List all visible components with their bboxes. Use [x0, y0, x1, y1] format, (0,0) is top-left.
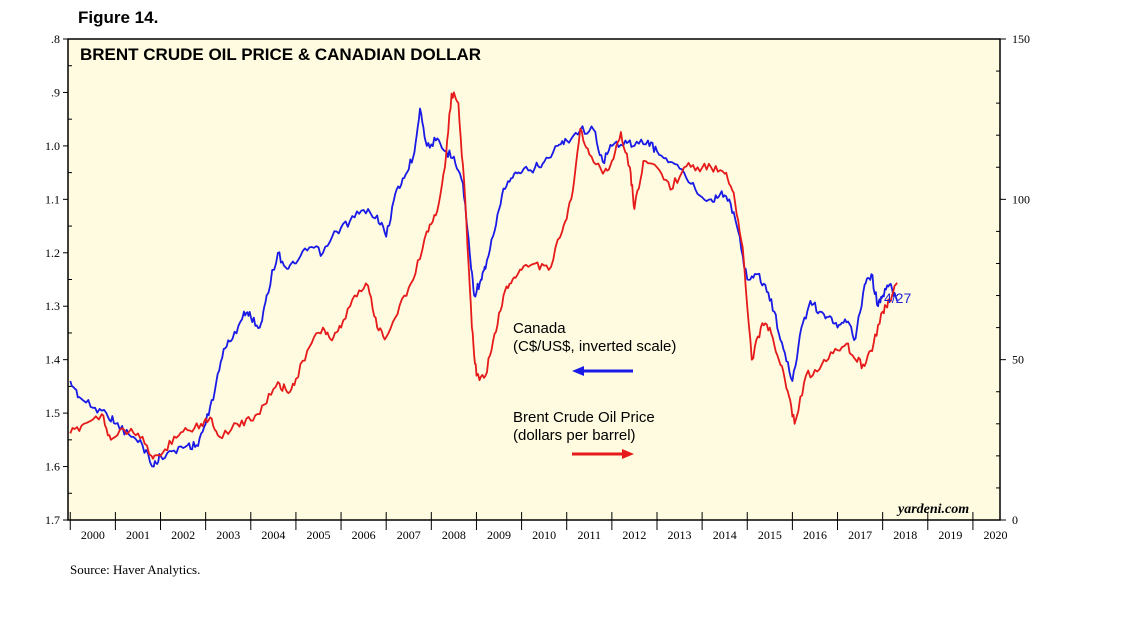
- end-date-label: 4/27: [884, 290, 911, 306]
- left-tick-label: 1.7: [45, 513, 60, 527]
- left-tick-label: .9: [51, 85, 60, 99]
- x-tick-label: 2018: [893, 528, 917, 542]
- x-tick-label: 2000: [81, 528, 105, 542]
- x-tick-label: 2010: [532, 528, 556, 542]
- right-tick-label: 150: [1012, 32, 1030, 46]
- x-tick-label: 2008: [442, 528, 466, 542]
- x-tick-label: 2003: [216, 528, 240, 542]
- left-tick-label: 1.2: [45, 246, 60, 260]
- series-line-brent: [69, 91, 898, 460]
- x-tick-label: 2001: [126, 528, 150, 542]
- x-tick-label: 2012: [622, 528, 646, 542]
- brent-arrow-right: [572, 449, 634, 459]
- plot-area: [67, 38, 1001, 521]
- x-axis-ticks: 2000 2001 2002 2003 2004 2005 2006 2007 2008 2009…: [69, 512, 1007, 542]
- x-tick-label: 2016: [803, 528, 827, 542]
- left-tick-label: 1.6: [45, 460, 60, 474]
- x-tick-label: 2004: [261, 528, 285, 542]
- right-tick-label: 100: [1012, 192, 1030, 206]
- left-tick-label: 1.5: [45, 406, 60, 420]
- x-tick-label: 2017: [848, 528, 872, 542]
- right-tick-label: 0: [1012, 513, 1018, 527]
- x-tick-label: 2015: [758, 528, 782, 542]
- source-note: Source: Haver Analytics.: [70, 562, 201, 577]
- left-axis-ticks: .8 .9 1.0 1.1 1.2 1.3 1.4 1.5 1.6 1.7: [45, 32, 72, 527]
- canada-arrow-left: [572, 366, 633, 376]
- chart-title: BRENT CRUDE OIL PRICE & CANADIAN DOLLAR: [80, 45, 481, 64]
- right-tick-label: 50: [1012, 353, 1024, 367]
- x-tick-label: 2005: [306, 528, 330, 542]
- brent-annotation-line-2: (dollars per barrel): [513, 427, 636, 444]
- left-tick-label: 1.1: [45, 192, 60, 206]
- x-tick-label: 2002: [171, 528, 195, 542]
- credit-label: yardeni.com: [896, 502, 969, 517]
- series-lines: [69, 91, 898, 468]
- series-line-canada: [69, 107, 898, 468]
- left-tick-label: 1.4: [45, 353, 60, 367]
- x-tick-label: 2019: [938, 528, 962, 542]
- brent-annotation-line-1: Brent Crude Oil Price: [513, 409, 655, 426]
- left-tick-label: 1.3: [45, 299, 60, 313]
- x-tick-label: 2020: [983, 528, 1007, 542]
- x-tick-label: 2009: [487, 528, 511, 542]
- x-tick-label: 2013: [668, 528, 692, 542]
- figure-label: Figure 14.: [78, 8, 159, 27]
- left-tick-label: .8: [51, 32, 60, 46]
- x-tick-label: 2006: [352, 528, 376, 542]
- canada-annotation-line-2: (C$/US$, inverted scale): [513, 338, 676, 355]
- left-tick-label: 1.0: [45, 139, 60, 153]
- right-axis-ticks: 0 50 100 150: [996, 32, 1030, 527]
- x-tick-label: 2011: [578, 528, 602, 542]
- x-tick-label: 2014: [713, 528, 737, 542]
- x-tick-label: 2007: [397, 528, 421, 542]
- canada-annotation-line-1: Canada: [513, 320, 566, 337]
